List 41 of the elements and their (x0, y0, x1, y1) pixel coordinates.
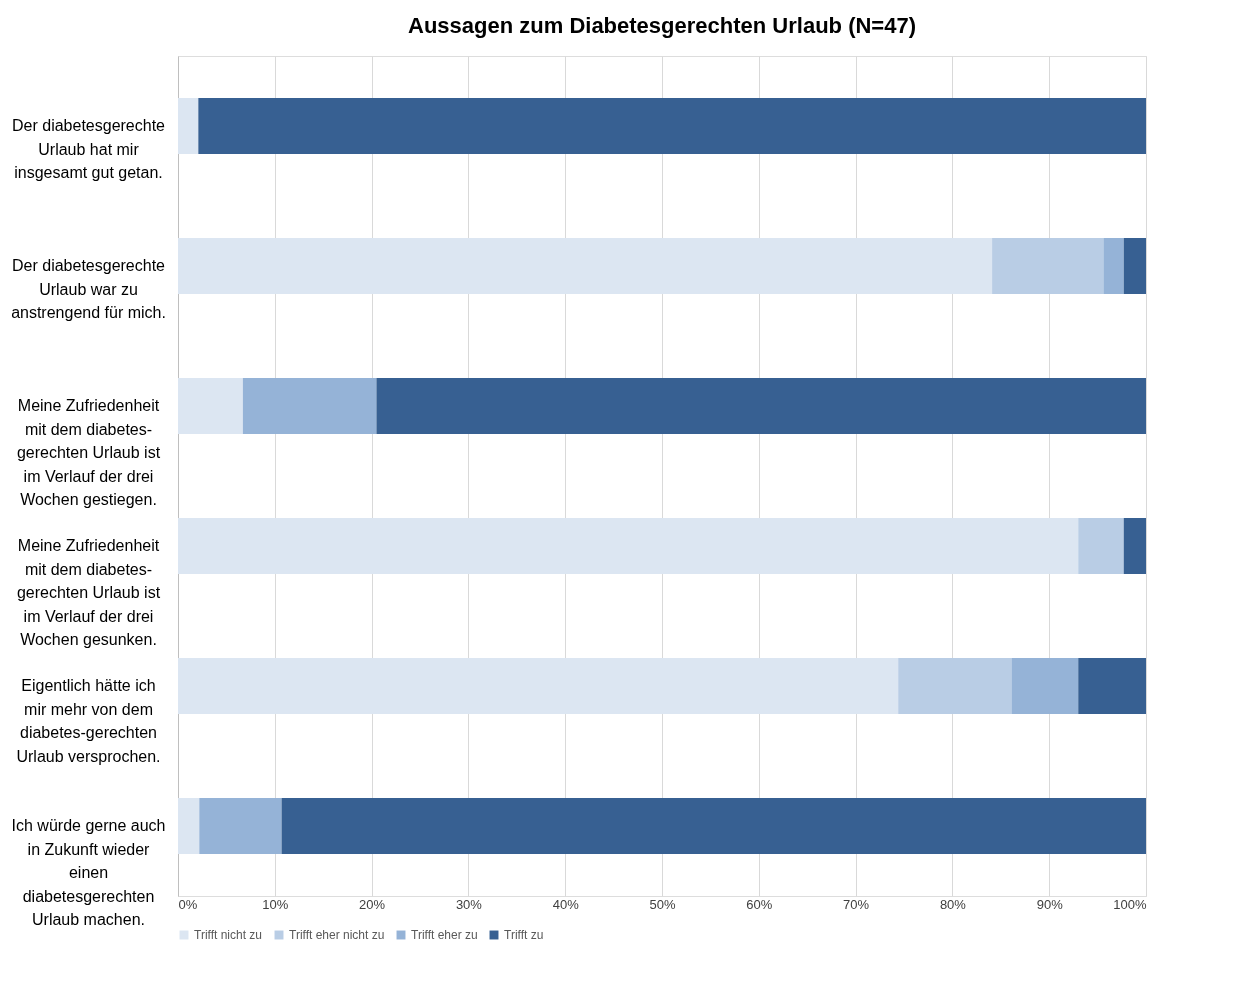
bar (1078, 518, 1124, 574)
bar (1011, 658, 1079, 714)
x-tick-label: 70% (843, 896, 870, 912)
chart-title: Aussagen zum Diabetesgerechten Urlaub (N=47) (408, 13, 916, 38)
bar (242, 378, 377, 434)
x-tick-label: 10% (262, 896, 289, 912)
bar (178, 238, 993, 294)
bar (898, 658, 1012, 714)
x-tick-label: 50% (649, 896, 676, 912)
bar (199, 798, 282, 854)
y-tick-label: Der diabetesgerechte Urlaub hat mir insgesamt gut getan. (12, 117, 166, 181)
x-tick-label: 40% (552, 896, 580, 912)
x-tick-label: 20% (359, 896, 386, 912)
bar (1103, 238, 1124, 294)
bar (178, 658, 899, 714)
y-tick-label: Ich würde gerne auch in Zukunft wieder einen diabetesgerechten Urlaub machen. (11, 817, 166, 928)
bar (992, 238, 1104, 294)
x-tick-label: 90% (1036, 896, 1064, 912)
x-tick-label: 0% (178, 896, 198, 912)
x-tick-label: 60% (746, 896, 773, 912)
bar (1123, 238, 1146, 294)
x-tick-label: 80% (939, 896, 967, 912)
legend-label: Trifft zu (504, 928, 544, 942)
y-tick-label: Meine Zufriedenheit mit dem diabetes-gerechten Urlaub ist im Verlauf der drei Wochen gestiegen. (16, 397, 161, 508)
x-tick-label: 30% (455, 896, 483, 912)
y-tick-label: Der diabetesgerechte Urlaub war zu anstrengend für mich. (11, 257, 166, 321)
bar (281, 798, 1146, 854)
bar (178, 98, 199, 154)
x-tick-label: 100% (1113, 896, 1147, 912)
bar (198, 98, 1146, 154)
y-tick-label: Eigentlich hätte ich mir mehr von dem diabetes-gerechten Urlaub versprochen. (16, 677, 161, 765)
bar (178, 798, 200, 854)
bar (376, 378, 1146, 434)
bar (1078, 658, 1146, 714)
legend-label: Trifft eher nicht zu (289, 928, 385, 942)
bar (1123, 518, 1146, 574)
bar (178, 378, 243, 434)
bar (178, 518, 1079, 574)
legend-label: Trifft nicht zu (194, 928, 263, 942)
y-tick-label: Meine Zufriedenheit mit dem diabetes-gerechten Urlaub ist im Verlauf der drei Wochen gesunken. (16, 537, 161, 648)
legend-label: Trifft eher zu (411, 928, 478, 942)
